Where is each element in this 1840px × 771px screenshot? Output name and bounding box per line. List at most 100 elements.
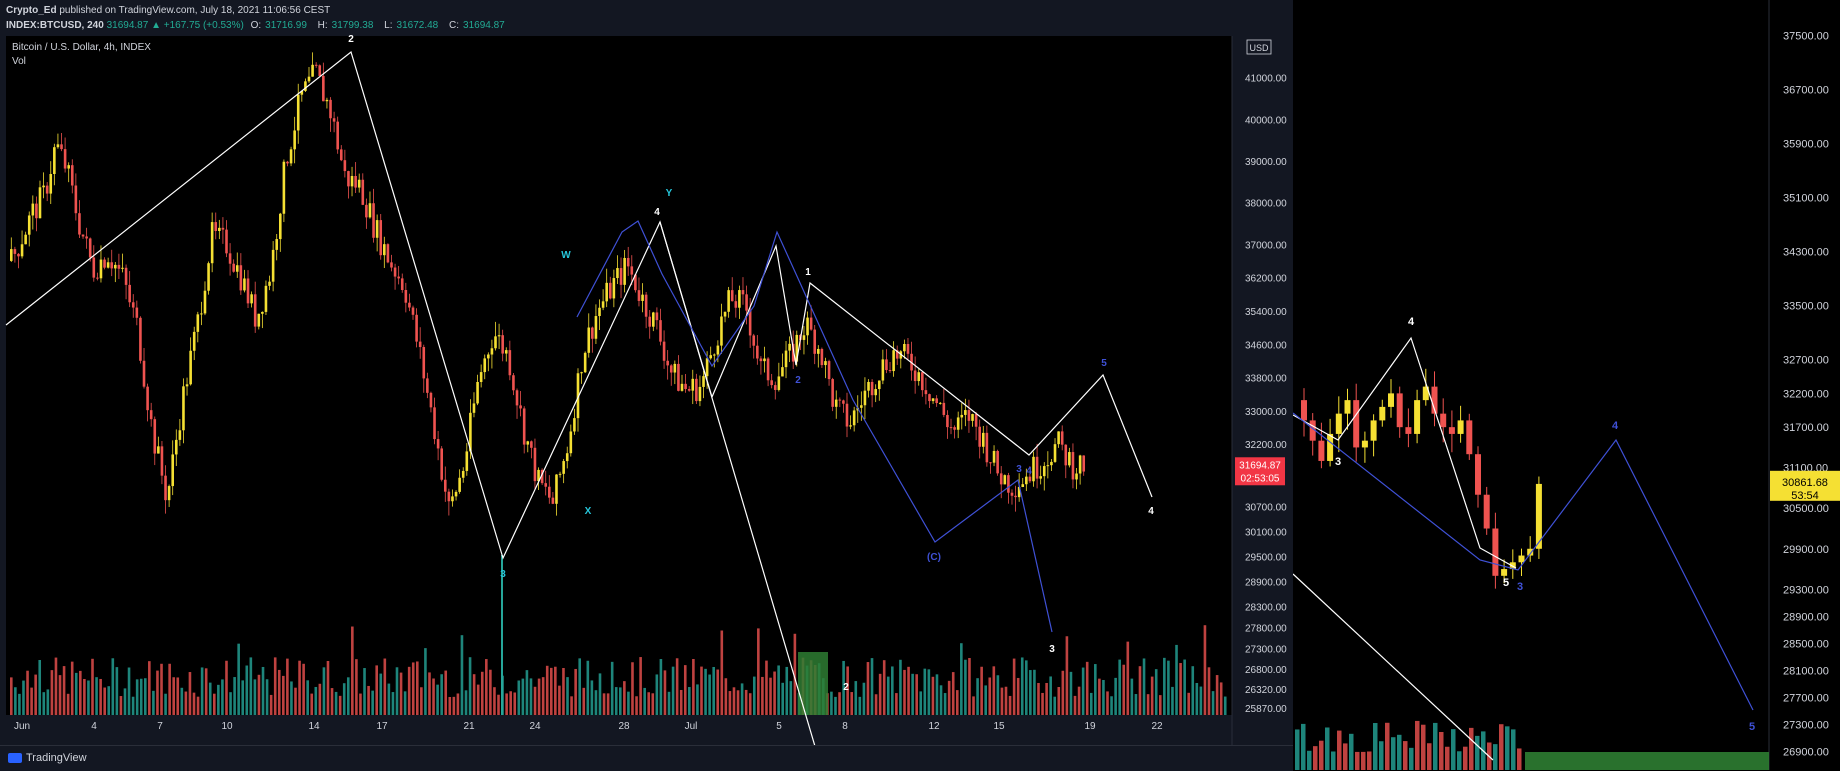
volume-bar [627,691,630,715]
volume-bar [720,630,724,715]
volume-bar [58,675,62,715]
candle-body [616,268,619,279]
volume-bar [675,658,679,715]
candle-body [687,389,691,391]
candle-body [738,290,741,308]
price-tick: 28300.00 [1245,603,1287,614]
volume-bar [1102,679,1105,715]
candle-body [809,317,813,330]
candle-body [436,439,440,449]
zoom-volume-bar [1355,751,1360,770]
volume-bar [135,679,139,715]
candle-body [1039,476,1042,479]
candle-body [608,282,612,299]
candle-body [781,367,784,377]
volume-bar [342,683,346,715]
candle-body [49,174,53,194]
candle-body [766,358,770,381]
volume-bar [752,676,756,715]
volume-bar [50,670,54,715]
zoom-price-axis: 37500.00 36700.00 35900.00 35100.00 34300.00… [1783,30,1829,758]
candle-body [121,267,124,269]
wave-label: 5 [1101,358,1107,369]
candle-body [924,390,928,395]
zoom-candle-body [1535,483,1542,549]
volume-bar [1045,682,1048,715]
candle-body [723,311,727,317]
candle-body [239,265,243,291]
candle-body [476,381,479,404]
volume-bar [225,660,228,715]
candle-body [971,414,974,421]
tradingview-logo[interactable]: TradingView [8,752,87,764]
volume-bar [968,658,971,715]
volume-bar [489,669,492,715]
candle-body [336,121,339,150]
zoom-wave-label: 3 [1335,456,1341,468]
volume-bar [139,678,143,715]
candle-body [1025,476,1028,485]
candle-body [935,398,938,404]
volume-bar [854,681,858,715]
series-legend-title[interactable]: Bitcoin / U.S. Dollar, 4h, INDEX [12,42,151,53]
zoom-volume-bar [1385,722,1390,770]
volume-bar [338,695,342,715]
candle-body [770,380,773,386]
volume-bar [363,668,366,715]
volume-bar [192,692,196,715]
candle-body [289,149,293,164]
close-label: C: [449,20,460,31]
candle-body [838,399,842,401]
candle-body [171,454,174,487]
volume-bar [623,681,626,715]
candle-body [501,335,504,354]
zoom-candle-body [1501,569,1508,576]
candle-body [286,161,289,164]
zoom-chart-pane[interactable]: 3 4 5 3 4 5 37500.00 36700.00 35900.00 35100.00 34… [1293,0,1840,770]
volume-bar [570,696,573,715]
zoom-price-tick: 30500.00 [1783,503,1829,515]
volume-bar [696,684,699,715]
candle-body [795,334,799,362]
volume-bar [253,679,257,715]
candle-body [1064,444,1068,466]
volume-bar [757,628,760,715]
volume-bar [54,657,58,715]
volume-bar [1130,678,1134,715]
candle-body [831,379,834,407]
zoom-volume-bar [1397,734,1402,770]
main-chart-pane[interactable]: 2 3 W X 4 Y 2 1 2 (C) 3 4 3 5 4 41000.00 40000.00 39000.0… [0,0,1293,771]
volume-legend[interactable]: Vol [12,56,26,67]
candle-body [24,234,27,245]
candle-body [465,451,469,471]
volume-bar [261,666,265,715]
volume-bar [558,685,561,715]
candle-body [235,265,239,272]
volume-bar [663,670,667,715]
candle-body [652,312,655,327]
candle-body [992,450,996,463]
zoom-volume-bar [1463,746,1468,770]
candle-body [906,343,910,354]
low-label: L: [384,20,393,31]
volume-bar [1175,644,1178,715]
candle-body [17,253,20,257]
volume-bar [46,689,50,715]
price-tick: 30700.00 [1245,503,1287,514]
candle-body [38,187,42,219]
candle-body [357,179,361,188]
zoom-price-tick: 36700.00 [1783,84,1829,96]
author-name[interactable]: Crypto_Ed [6,5,57,16]
zoom-candle-body [1475,454,1481,495]
volume-bar [1012,658,1016,715]
zoom-chart-svg[interactable]: 345 34537500.0036700.0035900.0035100.0034… [1293,0,1840,770]
zoom-candle-body [1457,420,1464,434]
price-tick: 37000.00 [1245,240,1287,251]
zoom-candle-body [1518,555,1525,563]
candle-body [31,203,35,216]
candle-body [13,249,17,254]
candle-body [1007,475,1010,493]
candle-body [705,358,709,377]
zoom-candle-body [1370,420,1377,441]
